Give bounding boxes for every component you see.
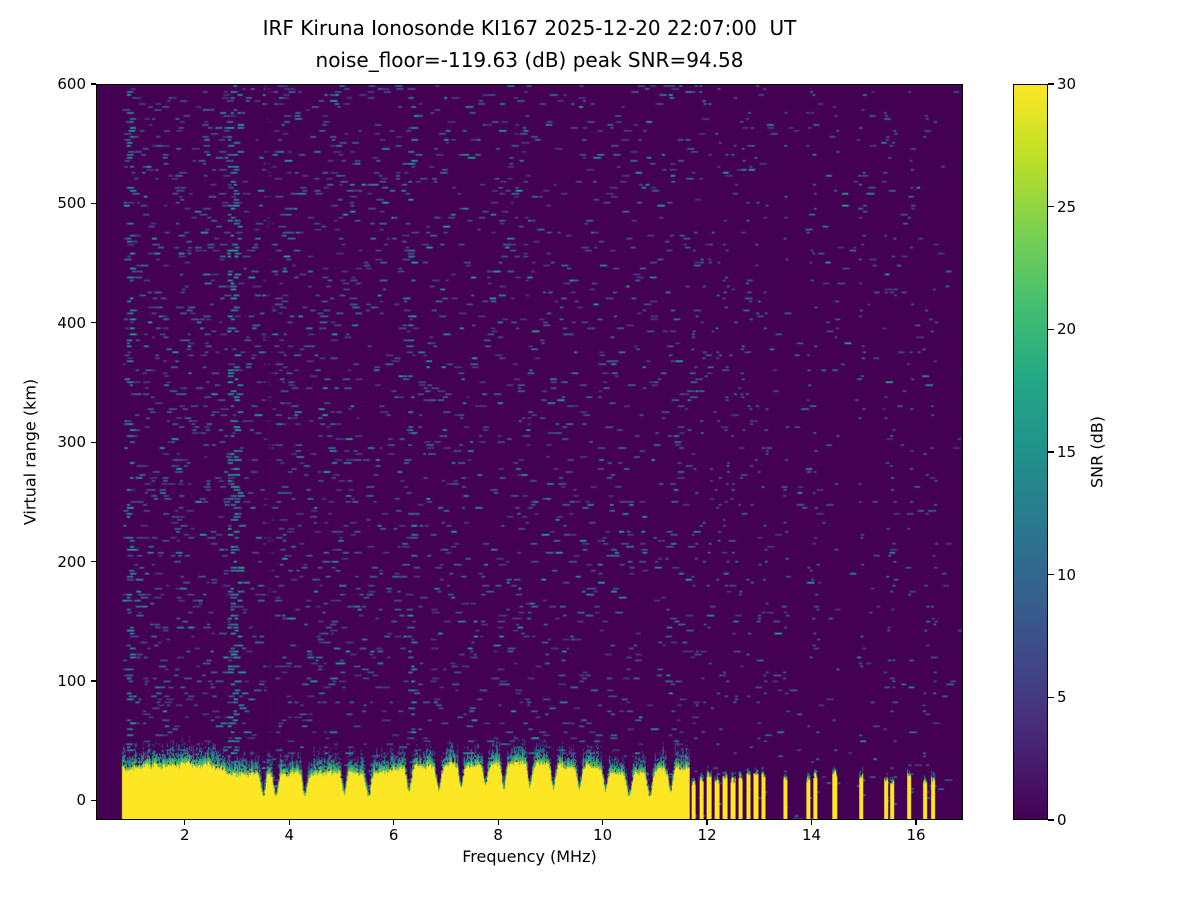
colorbar (1013, 84, 1048, 820)
y-tick-mark (90, 202, 96, 205)
colorbar-tick-mark (1048, 328, 1054, 331)
colorbar-tick-mark (1048, 83, 1054, 85)
x-tick-mark (706, 820, 708, 825)
x-tick-mark (497, 820, 499, 825)
colorbar-tick-label: 30 (1057, 75, 1077, 93)
y-axis-label: Virtual range (km) (20, 378, 40, 526)
y-tick-label: 100 (57, 671, 86, 690)
figure-title: IRF Kiruna Ionosonde KI167 2025-12-20 22… (262, 16, 797, 40)
colorbar-tick-label: 5 (1057, 688, 1067, 707)
x-tick-mark (184, 820, 186, 825)
y-tick-label: 200 (57, 552, 86, 571)
x-tick-label: 4 (284, 826, 294, 844)
x-tick-mark (288, 820, 290, 825)
ionogram-plot (96, 84, 963, 820)
x-tick-mark (602, 820, 604, 825)
y-tick-mark (90, 441, 96, 443)
y-tick-mark (90, 680, 96, 682)
colorbar-tick-mark (1048, 451, 1054, 453)
x-tick-mark (915, 820, 917, 825)
colorbar-tick-label: 15 (1057, 443, 1077, 461)
y-tick-mark (90, 799, 96, 801)
colorbar-tick-label: 25 (1057, 197, 1077, 216)
colorbar-tick-label: 20 (1057, 320, 1077, 339)
x-axis-label: Frequency (MHz) (462, 847, 597, 866)
colorbar-tick-mark (1048, 206, 1054, 208)
x-tick-label: 8 (493, 826, 503, 844)
colorbar-label: SNR (dB) (1087, 416, 1107, 488)
y-tick-mark (90, 83, 96, 85)
ionogram-heatmap-canvas (97, 85, 962, 819)
x-tick-label: 12 (697, 826, 717, 844)
y-tick-label: 500 (57, 194, 86, 213)
x-tick-label: 14 (801, 826, 822, 844)
y-tick-label: 300 (57, 433, 86, 452)
x-tick-label: 6 (388, 826, 399, 844)
colorbar-tick-mark (1048, 819, 1054, 821)
y-tick-mark (90, 560, 96, 563)
y-tick-label: 600 (57, 75, 86, 93)
x-tick-label: 10 (593, 826, 613, 844)
colorbar-tick-mark (1048, 574, 1054, 576)
colorbar-gradient (1014, 85, 1047, 819)
y-tick-label: 400 (57, 313, 86, 332)
x-tick-label: 16 (906, 826, 926, 844)
colorbar-tick-label: 0 (1057, 811, 1067, 829)
y-tick-label: 0 (76, 791, 86, 810)
colorbar-tick-label: 10 (1057, 565, 1077, 584)
y-tick-mark (90, 322, 96, 324)
figure-subtitle: noise_floor=-119.63 (dB) peak SNR=94.58 (315, 48, 744, 72)
x-tick-mark (810, 820, 813, 825)
x-tick-label: 2 (180, 826, 190, 844)
x-tick-mark (393, 820, 395, 825)
colorbar-tick-mark (1048, 696, 1054, 699)
